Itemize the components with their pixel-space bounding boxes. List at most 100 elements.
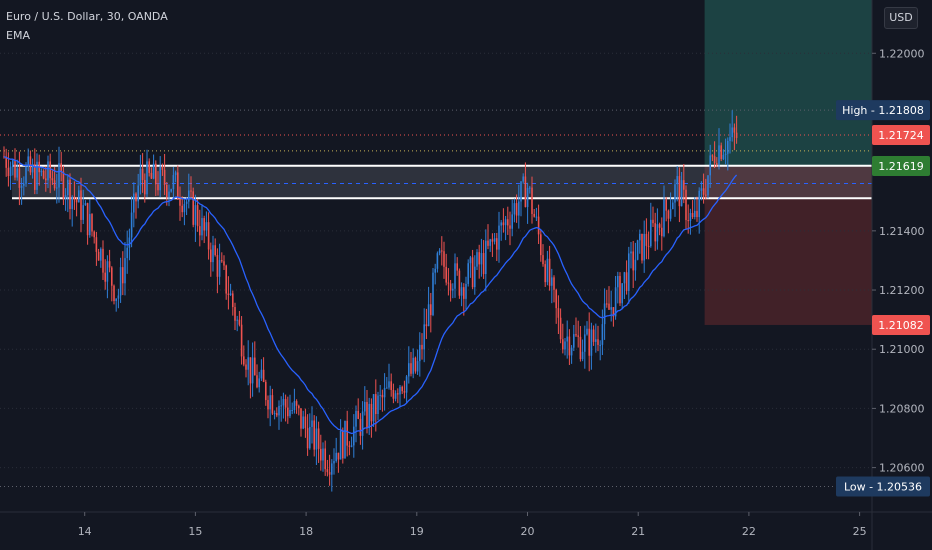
candle-body-208 [460,287,463,296]
last-price-label: 1.21724 [878,129,924,142]
candle-body-274 [606,303,608,305]
candle-body-188 [416,361,419,372]
candle-body-96 [214,245,216,256]
candle-body-294 [650,219,652,247]
candle-body-313 [691,213,694,218]
candle-body-318 [702,188,705,195]
candle-body-226 [500,222,502,226]
candle-body-94 [210,249,212,263]
candle-body-144 [320,448,322,461]
candle-body-327 [722,154,725,159]
candle-body-260 [575,334,577,336]
candle-body-281 [621,283,623,304]
candle-body-61 [137,185,139,202]
candle-body-33 [75,199,78,203]
candle-body-212 [469,257,472,264]
candle-body-17 [40,170,43,173]
candle-body-264 [584,334,586,352]
candle-body-191 [423,324,425,350]
candle-body-50 [113,285,115,302]
candle-body-27 [62,171,65,199]
currency-button[interactable]: USD [884,7,918,29]
candle-body-298 [658,224,661,228]
candle-body-4 [12,160,14,167]
candle-body-286 [632,251,634,271]
candle-body-311 [687,220,689,222]
candle-body-225 [498,225,500,250]
loss-zone [704,166,872,325]
candle-body-238 [526,187,529,208]
candle-body-279 [617,276,619,288]
candle-body-314 [694,210,696,218]
candle-body-232 [513,203,516,215]
candle-body-93 [207,222,210,250]
candle-body-13 [31,164,34,173]
candle-body-303 [669,209,672,219]
candle-body-78 [174,172,177,176]
candle-body-165 [366,401,368,429]
candle-body-28 [64,195,67,199]
candle-body-169 [375,394,377,415]
candle-body-134 [298,405,300,409]
candle-body-122 [271,395,274,414]
candle-body-156 [346,420,348,446]
y-tick-label-5: 1.20600 [879,462,925,475]
candle-body-45 [102,248,104,273]
candle-body-102 [227,293,230,295]
candle-body-140 [311,420,313,427]
candle-body-106 [236,319,238,321]
candle-body-117 [260,369,263,379]
candle-body-91 [203,218,205,231]
candle-body-273 [603,303,606,325]
candle-body-240 [531,187,533,214]
candle-body-237 [524,176,527,208]
candle-body-267 [590,329,593,356]
candle-body-119 [265,381,267,401]
candle-body-125 [278,405,280,416]
candle-body-1 [5,156,7,168]
candle-body-82 [183,203,186,213]
candle-body-278 [614,287,617,317]
candle-body-44 [100,248,102,261]
candle-body-66 [148,161,150,173]
candle-body-317 [700,188,703,191]
candle-body-9 [23,183,25,186]
candle-body-324 [716,163,718,165]
candle-body-320 [707,175,709,196]
candle-body-18 [42,170,45,179]
candle-body-266 [588,328,590,356]
candle-body-219 [485,240,487,275]
candle-body-52 [117,295,120,299]
candle-body-142 [315,428,318,450]
candle-body-58 [130,212,133,238]
candle-body-323 [713,156,716,164]
candle-body-69 [155,163,157,185]
candle-body-129 [287,407,289,417]
candle-body-200 [443,251,445,267]
candle-body-206 [456,263,458,271]
candle-body-228 [504,219,507,226]
candle-body-312 [689,213,692,221]
candle-body-245 [542,255,544,265]
x-tick-label-3: 19 [410,525,424,538]
candle-body-100 [223,261,225,266]
y-tick-label-4: 1.20800 [879,402,925,415]
candle-body-120 [267,400,269,410]
candle-body-268 [592,329,595,342]
candle-body-85 [190,190,192,192]
ema-line [3,156,738,435]
candle-body-103 [229,293,232,295]
candle-body-192 [425,324,428,327]
candle-body-172 [381,394,384,398]
candle-body-187 [414,357,417,372]
candle-body-88 [196,205,199,227]
candle-body-207 [458,270,461,296]
candle-body-204 [452,288,454,291]
candle-body-180 [399,386,401,395]
candle-body-34 [78,190,80,203]
candle-body-30 [69,179,71,209]
candle-body-198 [438,250,441,254]
candle-body-170 [377,395,379,415]
low-price-label: Low - 1.20536 [844,481,922,494]
